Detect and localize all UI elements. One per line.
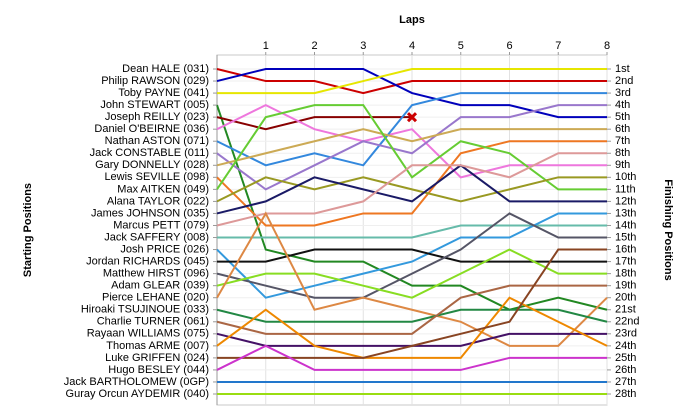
series-line xyxy=(216,176,607,203)
series-line xyxy=(216,104,607,191)
series-line xyxy=(217,68,607,95)
y2-tick-label: 26th xyxy=(615,364,636,376)
y-tick-label: Jack CONSTABLE (011) xyxy=(90,147,209,159)
y2-tick-label: 15th xyxy=(615,231,636,243)
y2-tick-label: 3rd xyxy=(615,87,631,99)
y2-tick-label: 18th xyxy=(615,268,636,280)
x-tick-label: 8 xyxy=(604,40,610,52)
y-tick-label: Lewis SEVILLE (098) xyxy=(104,171,209,183)
series-line xyxy=(216,284,607,335)
series-line xyxy=(216,164,607,215)
y-tick-label: Matthew HIRST (096) xyxy=(103,268,209,280)
y2-tick-label: 20th xyxy=(615,292,636,304)
x-tick-label: 7 xyxy=(555,40,561,52)
y-tick-label: Alana TAYLOR (022) xyxy=(107,195,209,207)
series-line xyxy=(217,248,607,359)
y2-tick-label: 24th xyxy=(615,340,636,352)
y-tick-label: John STEWART (005) xyxy=(100,99,209,111)
series-line xyxy=(216,344,607,371)
y2-tick-label: 12th xyxy=(615,195,636,207)
y-tick-label: Hugo BESLEY (044) xyxy=(108,364,209,376)
x-tick-label: 4 xyxy=(409,40,415,52)
series-line xyxy=(216,212,607,299)
series-line xyxy=(217,224,607,239)
y-tick-label: Marcus PETT (079) xyxy=(113,219,209,231)
y-tick-label: Hiroaki TSUJINOUE (033) xyxy=(81,304,209,316)
series-line xyxy=(216,152,607,227)
y-tick-label: Luke GRIFFEN (024) xyxy=(105,352,209,364)
y2-tick-label: 10th xyxy=(615,171,636,183)
y-tick-label: Josh PRICE (026) xyxy=(120,243,209,255)
y2-tick-label: 17th xyxy=(615,255,636,267)
y-tick-label: James JOHNSON (035) xyxy=(91,207,209,219)
y2-tick-label: 2nd xyxy=(615,75,633,87)
y-tick-label: Guray Orcun AYDEMIR (040) xyxy=(66,388,209,400)
series-line xyxy=(216,248,607,299)
x-tick-label: 1 xyxy=(263,40,269,52)
y-tick-label: Daniel O'BEIRNE (036) xyxy=(94,123,209,135)
y-tick-label: Jack SAFFERY (008) xyxy=(104,231,209,243)
series-line xyxy=(216,92,607,167)
y2-tick-label: 4th xyxy=(615,99,630,111)
y-tick-label: Jordan RICHARDS (045) xyxy=(86,255,209,267)
y-tick-label: Thomas ARME (007) xyxy=(106,340,209,352)
y-tick-label: Jack BARTHOLOMEW (0GP) xyxy=(64,376,209,388)
series-line xyxy=(216,68,607,119)
x-axis-title: Laps xyxy=(399,14,425,26)
series-line xyxy=(216,211,608,347)
y2-tick-label: 5th xyxy=(615,111,630,123)
series-line xyxy=(216,104,608,311)
y2-tick-label: 23rd xyxy=(615,328,637,340)
y2-tick-label: 14th xyxy=(615,219,636,231)
y-tick-label: Rayaan WILLIAMS (075) xyxy=(87,328,209,340)
y2-tick-label: 27th xyxy=(615,376,636,388)
y-tick-label: Charlie TURNER (061) xyxy=(97,316,209,328)
x-tick-label: 5 xyxy=(458,40,464,52)
y-axis-title: Starting Positions xyxy=(22,183,34,277)
y2-tick-label: 13th xyxy=(615,207,636,219)
series-line xyxy=(216,128,607,167)
y-tick-label: Max AITKEN (049) xyxy=(117,183,209,195)
x-tick-label: 3 xyxy=(360,40,366,52)
y2-axis-title: Finishing Positions xyxy=(662,179,674,280)
x-tick-label: 2 xyxy=(311,40,317,52)
y2-tick-label: 11th xyxy=(615,183,636,195)
x-tick-label: 6 xyxy=(506,40,512,52)
y-tick-label: Dean HALE (031) xyxy=(122,63,209,75)
y-tick-label: Gary DONNELLY (028) xyxy=(95,159,209,171)
y2-tick-label: 8th xyxy=(615,147,630,159)
y-tick-label: Nathan ASTON (071) xyxy=(105,135,209,147)
y2-tick-label: 19th xyxy=(615,280,636,292)
y2-tick-label: 22nd xyxy=(615,316,639,328)
y2-tick-label: 21st xyxy=(615,304,636,316)
y-tick-label: Adam GLEAR (039) xyxy=(111,280,209,292)
y-tick-label: Toby PAYNE (041) xyxy=(118,87,209,99)
y2-tick-label: 7th xyxy=(615,135,630,147)
retired-marker xyxy=(406,112,418,123)
series-line xyxy=(216,68,607,95)
series-line xyxy=(216,212,607,299)
y-tick-label: Joseph REILLY (023) xyxy=(105,111,209,123)
y-tick-label: Philip RAWSON (029) xyxy=(101,75,209,87)
y2-tick-label: 28th xyxy=(615,388,636,400)
y2-tick-label: 1st xyxy=(615,63,630,75)
y2-tick-label: 9th xyxy=(615,159,630,171)
y2-tick-label: 16th xyxy=(615,243,636,255)
series-line xyxy=(217,248,607,263)
y2-tick-label: 25th xyxy=(615,352,636,364)
series-line xyxy=(216,116,412,131)
series-line xyxy=(216,140,607,227)
y2-tick-label: 6th xyxy=(615,123,630,135)
series-line xyxy=(216,296,608,359)
y-tick-label: Pierce LEHANE (020) xyxy=(102,292,209,304)
